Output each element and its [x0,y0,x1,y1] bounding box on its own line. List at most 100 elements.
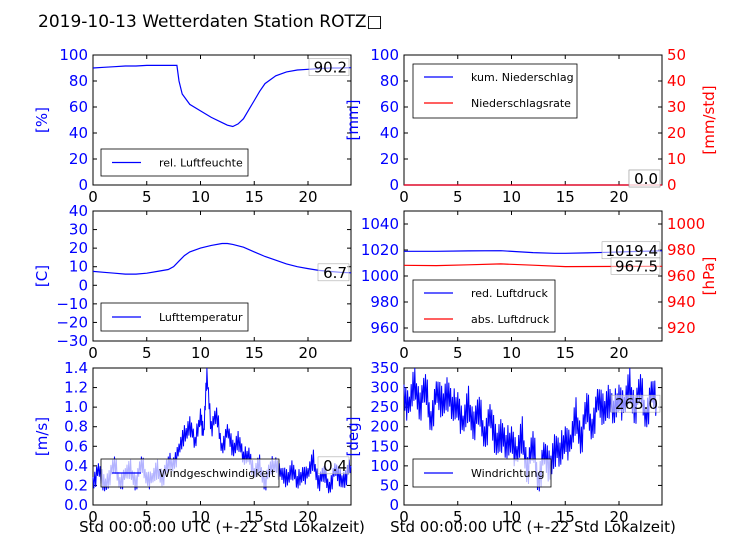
legend-label: Windrichtung [471,467,544,480]
y-tick-label-right: 50 [667,46,686,64]
y-tick-label: 60 [380,98,399,116]
y-tick-label: 40 [69,202,88,220]
panel-humidity: 0 5 10 15 20 0 20 40 60 80 100 [%] 90.2 rel. Luftfeuc… [33,46,352,206]
y-tick-label-right: 940 [667,293,696,311]
y-tick-label: 100 [370,457,399,475]
y-tick-label: 300 [370,379,399,397]
x-tick-label: 15 [245,188,264,206]
end-label-box [317,263,350,282]
end-label-box [317,456,350,475]
y-tick-label-right: 20 [667,124,686,142]
x-axis-label-left: Std 00:00:00 UTC (+-22 Std Lokalzeit) [79,518,365,536]
end-value-label: 265.0 [615,395,658,413]
y-tick-label: 50 [380,476,399,494]
series-line-1 [92,367,352,494]
y-axis-label-right: [mm/std] [700,85,718,154]
y-tick-label: 20 [69,150,88,168]
legend-label: Niederschlagsrate [471,97,571,110]
y-tick-label-right: 920 [667,319,696,337]
y-axis-label: [m/s] [33,417,51,456]
y-tick-label-right: 10 [667,150,686,168]
y-axis-label: [deg] [344,417,362,457]
panel-precipitation: 0 5 10 15 20 0 20 40 60 80 100 0 10 20 30 40 50 [mm] [mm/s… [344,46,718,206]
legend-box [100,458,280,488]
x-tick-label: 5 [453,508,463,526]
y-tick-label: 20 [69,239,88,257]
y-tick-label: 10 [69,258,88,276]
y-tick-label: 250 [370,398,399,416]
y-tick-label: 980 [370,293,399,311]
y-axis-label-right: [hPa] [700,257,718,296]
y-tick-label: 1.2 [64,379,88,397]
x-tick-label: 10 [191,188,210,206]
x-tick-label: 10 [502,344,521,362]
plot-frame [403,367,663,506]
end-value-label: 967.5 [615,257,658,275]
x-tick-label: 5 [142,188,152,206]
y-tick-label: 80 [380,72,399,90]
legend-label: rel. Luftfeuchte [159,157,243,170]
y-tick-label-right: 30 [667,98,686,116]
y-tick-label-right: 960 [667,267,696,285]
y-tick-label: 60 [69,98,88,116]
end-label-box [308,58,350,76]
y-tick-label: 1000 [361,267,399,285]
end-value-label: 0.0 [634,170,658,188]
end-value-label: 0.4 [323,457,347,475]
x-tick-label: 20 [609,188,628,206]
y-axis-label: [C] [33,265,51,287]
y-axis-label: [%] [33,107,51,133]
x-tick-label: 10 [191,508,210,526]
end-label-box [610,257,661,275]
panel-wind_speed: 0 5 10 15 200.00.20.40.60.81.01.21.4[m/s]0.4… [33,359,352,526]
plot-frame [92,54,352,186]
x-tick-label: 5 [142,508,152,526]
y-tick-label-right: 0 [667,176,677,194]
series-line-1 [92,64,352,128]
y-tick-label: 80 [69,72,88,90]
x-tick-label: 20 [298,508,317,526]
legend-label: Windgeschwindigkeit [159,467,276,480]
x-tick-label: 0 [88,344,98,362]
y-tick-label: 0.8 [64,418,88,436]
y-tick-label: 0 [389,496,399,514]
y-tick-label: 350 [370,359,399,377]
x-tick-label: 5 [453,344,463,362]
y-tick-label: 0.0 [64,496,88,514]
x-tick-label: 5 [142,344,152,362]
x-tick-label: 20 [298,344,317,362]
x-tick-label: 15 [556,508,575,526]
y-tick-label: 1020 [361,241,399,259]
y-tick-label: 960 [370,319,399,337]
y-tick-label-right: 40 [667,72,686,90]
y-tick-label: 0.2 [64,476,88,494]
end-value-label: 1019.4 [606,242,659,260]
legend-box [100,148,249,177]
figure-title: 2019-10-13 Wetterdaten Station ROTZ□ [38,12,383,32]
y-tick-label: −30 [56,332,88,350]
legend-box [412,279,556,333]
y-tick-label: 0 [78,176,88,194]
y-tick-label: −10 [56,295,88,313]
legend-label: kum. Niederschlag [471,71,574,84]
y-tick-label-right: 1000 [667,215,705,233]
x-tick-label: 20 [609,344,628,362]
y-tick-label: 100 [59,46,88,64]
x-tick-label: 10 [502,508,521,526]
x-tick-label: 10 [502,188,521,206]
y-tick-label: 40 [380,124,399,142]
y-tick-label: 200 [370,418,399,436]
x-tick-label: 20 [298,188,317,206]
x-axis-label-right: Std 00:00:00 UTC (+-22 Std Lokalzeit) [390,518,676,536]
y-tick-label: 30 [69,221,88,239]
x-tick-label: 0 [399,344,409,362]
y-tick-label: 0.4 [64,457,88,475]
x-tick-label: 0 [399,188,409,206]
y-tick-label: 150 [370,437,399,455]
y-tick-label: 1.0 [64,398,88,416]
y-tick-label: 20 [380,150,399,168]
panel-pressure: 0 5 10 15 20 960 980 1000 1020 1040 920 940 960 980 10… [361,210,718,362]
